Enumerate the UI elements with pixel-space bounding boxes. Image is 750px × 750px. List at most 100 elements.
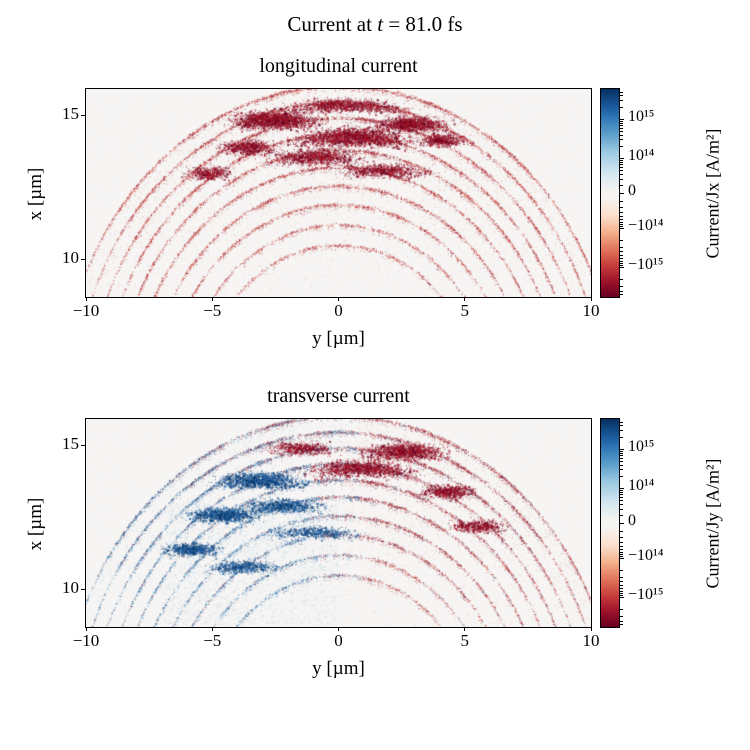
colorbar-minor-tick — [620, 530, 623, 532]
colorbar-minor-tick — [620, 91, 623, 93]
colorbar-minor-tick — [620, 239, 623, 241]
colorbar-tick — [620, 448, 624, 450]
colorbar-tick-label: 0 — [628, 182, 636, 199]
y-tick-label: 15 — [62, 104, 79, 123]
colorbar-minor-tick — [620, 100, 623, 102]
colorbar-minor-tick — [620, 452, 623, 454]
colorbar-minor-tick — [620, 207, 623, 209]
colorbar-minor-tick — [620, 258, 623, 260]
colorbar-minor-tick — [620, 178, 623, 180]
colorbar-minor-tick — [620, 430, 623, 432]
colorbar-minor-tick — [620, 139, 623, 141]
colorbar-minor-tick — [620, 159, 623, 161]
suptitle-prefix: Current at — [287, 12, 378, 36]
y-tick — [81, 115, 85, 116]
colorbar-minor-tick — [620, 421, 623, 423]
colorbar-minor-tick — [620, 556, 623, 558]
colorbar-tick-label: −10¹⁵ — [628, 586, 664, 604]
colorbar-transverse — [600, 418, 620, 628]
colorbar-minor-tick — [620, 593, 623, 595]
colorbar-minor-tick — [620, 251, 623, 253]
colorbar-label-transverse: Current/Jy [A/m²] — [702, 458, 723, 589]
colorbar-minor-tick — [620, 122, 623, 124]
colorbar-tick-label: −10¹⁴ — [628, 546, 664, 564]
heatmap-canvas-longitudinal — [86, 89, 591, 297]
colorbar-label-longitudinal: Current/Jx [A/m²] — [702, 128, 723, 259]
colorbar-minor-tick — [620, 554, 623, 556]
x-tick — [590, 627, 592, 631]
colorbar-minor-tick — [620, 491, 623, 493]
x-tick-label: −10 — [72, 301, 100, 320]
colorbar-minor-tick — [620, 457, 623, 459]
colorbar-minor-tick — [620, 460, 623, 462]
heatmap-canvas-transverse — [86, 419, 591, 627]
colorbar-minor-tick — [620, 537, 623, 539]
x-tick — [338, 627, 339, 631]
y-tick — [81, 445, 85, 446]
colorbar-minor-tick — [620, 508, 623, 510]
panel-title-transverse: transverse current — [267, 385, 410, 407]
colorbar-minor-tick — [620, 615, 623, 617]
colorbar-minor-tick — [620, 95, 623, 97]
colorbar-minor-tick — [620, 185, 623, 187]
y-tick — [81, 589, 85, 591]
x-tick-label: 10 — [582, 631, 600, 650]
x-axis-label-longitudinal: y [µm] — [312, 328, 365, 349]
colorbar-tick — [620, 488, 624, 490]
colorbar-minor-tick — [620, 496, 623, 498]
colorbar-tick — [620, 557, 624, 559]
colorbar-minor-tick — [620, 221, 623, 223]
colorbar-tick — [620, 523, 624, 524]
colorbar-minor-tick — [620, 216, 623, 218]
x-tick — [464, 297, 466, 301]
colorbar-tick — [620, 267, 624, 269]
colorbar-minor-tick — [620, 546, 623, 548]
x-tick-label: −10 — [72, 631, 100, 650]
colorbar-minor-tick — [620, 476, 623, 478]
suptitle-variable: t — [377, 12, 384, 36]
x-tick — [85, 297, 87, 301]
y-tick — [81, 259, 85, 261]
colorbar-tick — [620, 597, 624, 599]
x-tick — [590, 297, 592, 301]
colorbar-minor-tick — [620, 219, 623, 221]
colorbar-minor-tick — [620, 489, 623, 491]
y-axis-label-transverse: x [µm] — [25, 497, 46, 551]
colorbar-minor-tick — [620, 285, 623, 287]
x-axis-label-transverse: y [µm] — [312, 658, 365, 679]
colorbar-minor-tick — [620, 581, 623, 583]
colorbar-tick-label: 10¹⁴ — [628, 147, 655, 165]
y-tick-label: 15 — [62, 434, 79, 453]
x-tick — [464, 627, 466, 631]
colorbar-tick-label: −10¹⁵ — [628, 256, 664, 274]
colorbar-minor-tick — [620, 450, 623, 452]
colorbar-minor-tick — [620, 576, 623, 578]
colorbar-minor-tick — [620, 107, 623, 109]
colorbar-minor-tick — [620, 278, 623, 280]
colorbar-minor-tick — [620, 169, 623, 171]
y-tick-label: 10 — [62, 248, 79, 268]
colorbar-minor-tick — [620, 263, 623, 265]
plot-area-transverse — [85, 418, 592, 628]
colorbar-minor-tick — [620, 164, 623, 166]
colorbar-minor-tick — [620, 588, 623, 590]
colorbar-minor-tick — [620, 494, 623, 496]
colorbar-tick-label: 10¹⁵ — [628, 437, 655, 455]
x-tick — [85, 627, 87, 631]
y-axis-label-longitudinal: x [µm] — [25, 167, 46, 221]
colorbar-minor-tick — [620, 290, 623, 292]
y-tick-label: 10 — [62, 578, 79, 598]
colorbar-tick — [620, 158, 624, 160]
x-tick-label: 0 — [334, 631, 343, 650]
colorbar-minor-tick — [620, 294, 623, 296]
x-tick-label: 0 — [334, 301, 343, 320]
colorbar-minor-tick — [620, 464, 623, 466]
x-tick — [338, 297, 339, 301]
colorbar-minor-tick — [620, 134, 623, 136]
colorbar-minor-tick — [620, 503, 623, 505]
x-tick — [211, 297, 213, 301]
colorbar-minor-tick — [620, 542, 623, 544]
colorbar-minor-tick — [620, 608, 623, 610]
colorbar-minor-tick — [620, 120, 623, 122]
